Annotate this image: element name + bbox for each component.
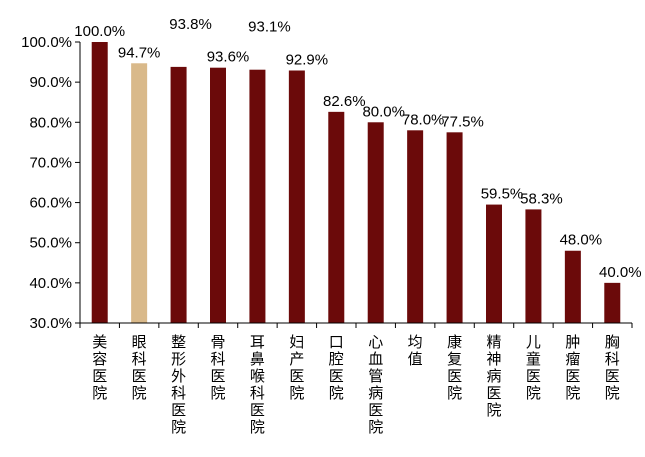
data-label: 93.1%	[248, 19, 291, 36]
y-tick-label: 60.0%	[29, 195, 72, 212]
x-tick-label: 肿瘤医院	[565, 333, 580, 402]
bar	[170, 66, 187, 323]
bar	[564, 250, 581, 323]
x-tick-label: 胸科医院	[605, 333, 620, 402]
data-label: 82.6%	[323, 93, 366, 110]
y-tick-label: 90.0%	[29, 74, 72, 91]
data-label: 92.9%	[286, 52, 329, 69]
y-axis: 30.0% 40.0% 50.0% 60.0% 70.0% 80.0% 90.0% 100.0…	[21, 34, 81, 332]
y-tick-label: 80.0%	[29, 114, 72, 131]
x-tick-label: 精神病医院	[486, 333, 501, 419]
bar	[367, 122, 384, 324]
x-axis: 美容医院 眼科医院 整形外科医院 骨科医院 耳鼻喉科医院 妇产医院 口腔医院 心血管病医院 均值…	[79, 322, 633, 436]
data-label: 94.7%	[118, 44, 161, 61]
x-tick-label: 均值	[408, 333, 423, 368]
x-tick-label: 口腔医院	[329, 333, 344, 402]
data-label: 93.8%	[169, 16, 212, 33]
data-label: 78.0%	[402, 111, 445, 128]
bar	[525, 209, 542, 323]
bar	[328, 111, 345, 323]
data-label: 80.0%	[362, 103, 405, 120]
data-label: 100.0%	[74, 23, 125, 40]
bar	[446, 132, 463, 323]
data-label: 77.5%	[441, 113, 484, 130]
data-label: 40.0%	[599, 264, 642, 281]
bar	[131, 63, 148, 323]
x-tick-label: 骨科医院	[210, 333, 225, 402]
y-tick-label: 70.0%	[29, 154, 72, 171]
data-label: 93.6%	[207, 49, 250, 66]
bars	[91, 42, 621, 324]
bar	[210, 67, 226, 323]
bar	[249, 69, 266, 323]
bar	[486, 204, 502, 323]
data-label: 59.5%	[481, 186, 524, 203]
data-label: 48.0%	[560, 232, 603, 249]
x-tick-label: 心血管病医院	[368, 333, 383, 436]
y-tick-label: 40.0%	[29, 275, 72, 292]
bar	[407, 130, 424, 323]
data-label: 58.3%	[520, 190, 563, 207]
data-labels: 100.0% 94.7% 93.8% 93.6% 93.1% 92.9% 82.6%80.0…	[74, 16, 641, 281]
x-tick-label: 妇产医院	[289, 333, 304, 402]
y-tick-label: 30.0%	[29, 315, 72, 332]
bar	[91, 42, 108, 323]
x-tick-label: 儿童医院	[526, 333, 541, 402]
bar	[604, 282, 621, 323]
y-tick-label: 100.0%	[21, 34, 72, 51]
x-tick-label: 整形外科医院	[171, 333, 186, 436]
x-tick-label: 眼科医院	[132, 333, 147, 402]
x-tick-label: 康复医院	[447, 333, 462, 402]
bar	[288, 70, 305, 323]
y-tick-label: 50.0%	[29, 235, 72, 252]
x-tick-label: 耳鼻喉科医院	[250, 333, 265, 436]
x-tick-label: 美容医院	[92, 333, 107, 402]
